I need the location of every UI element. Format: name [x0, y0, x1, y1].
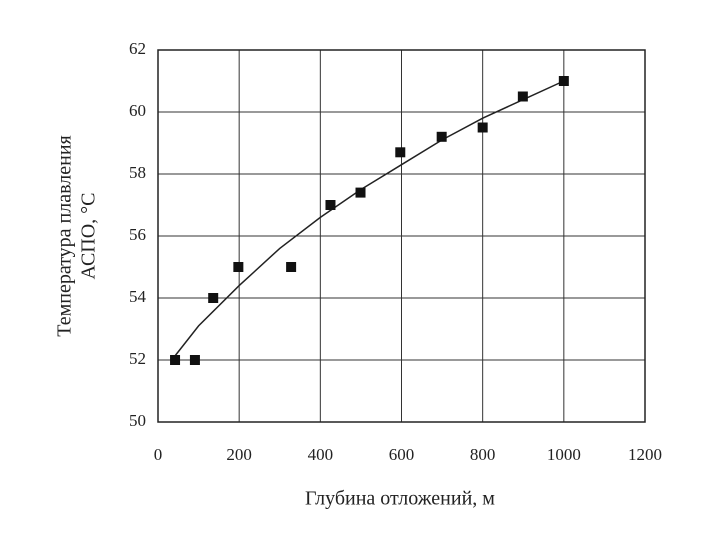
y-tick-label: 54 [129, 287, 147, 306]
x-tick-label: 1200 [628, 445, 662, 464]
y-axis-title: Температура плавления [54, 135, 76, 336]
x-tick-label: 200 [226, 445, 252, 464]
y-tick-label: 60 [129, 101, 146, 120]
data-point [208, 293, 219, 303]
x-tick-label: 1000 [547, 445, 581, 464]
data-point [325, 200, 336, 210]
y-tick-label: 62 [129, 39, 146, 58]
y-tick-label: 52 [129, 349, 146, 368]
trend-line [173, 80, 565, 358]
data-point [477, 122, 488, 133]
data-point [170, 355, 181, 365]
data-point [517, 91, 528, 102]
x-axis-title: Глубина отложений, м [305, 488, 495, 510]
y-tick-label: 56 [129, 225, 146, 244]
y-tick-label: 58 [129, 163, 146, 182]
y-axis-title: АСПО, °С [78, 192, 100, 279]
data-point [436, 131, 447, 142]
data-point [189, 355, 200, 365]
x-tick-label: 0 [154, 445, 163, 464]
data-point [395, 147, 406, 158]
data-point [233, 262, 244, 272]
data-point [558, 76, 569, 86]
x-tick-label: 800 [470, 445, 496, 464]
data-point [286, 262, 297, 272]
x-tick-label: 600 [389, 445, 415, 464]
data-point [355, 187, 366, 198]
plot-frame [157, 49, 646, 423]
y-tick-label: 50 [129, 411, 146, 430]
x-tick-label: 400 [308, 445, 334, 464]
